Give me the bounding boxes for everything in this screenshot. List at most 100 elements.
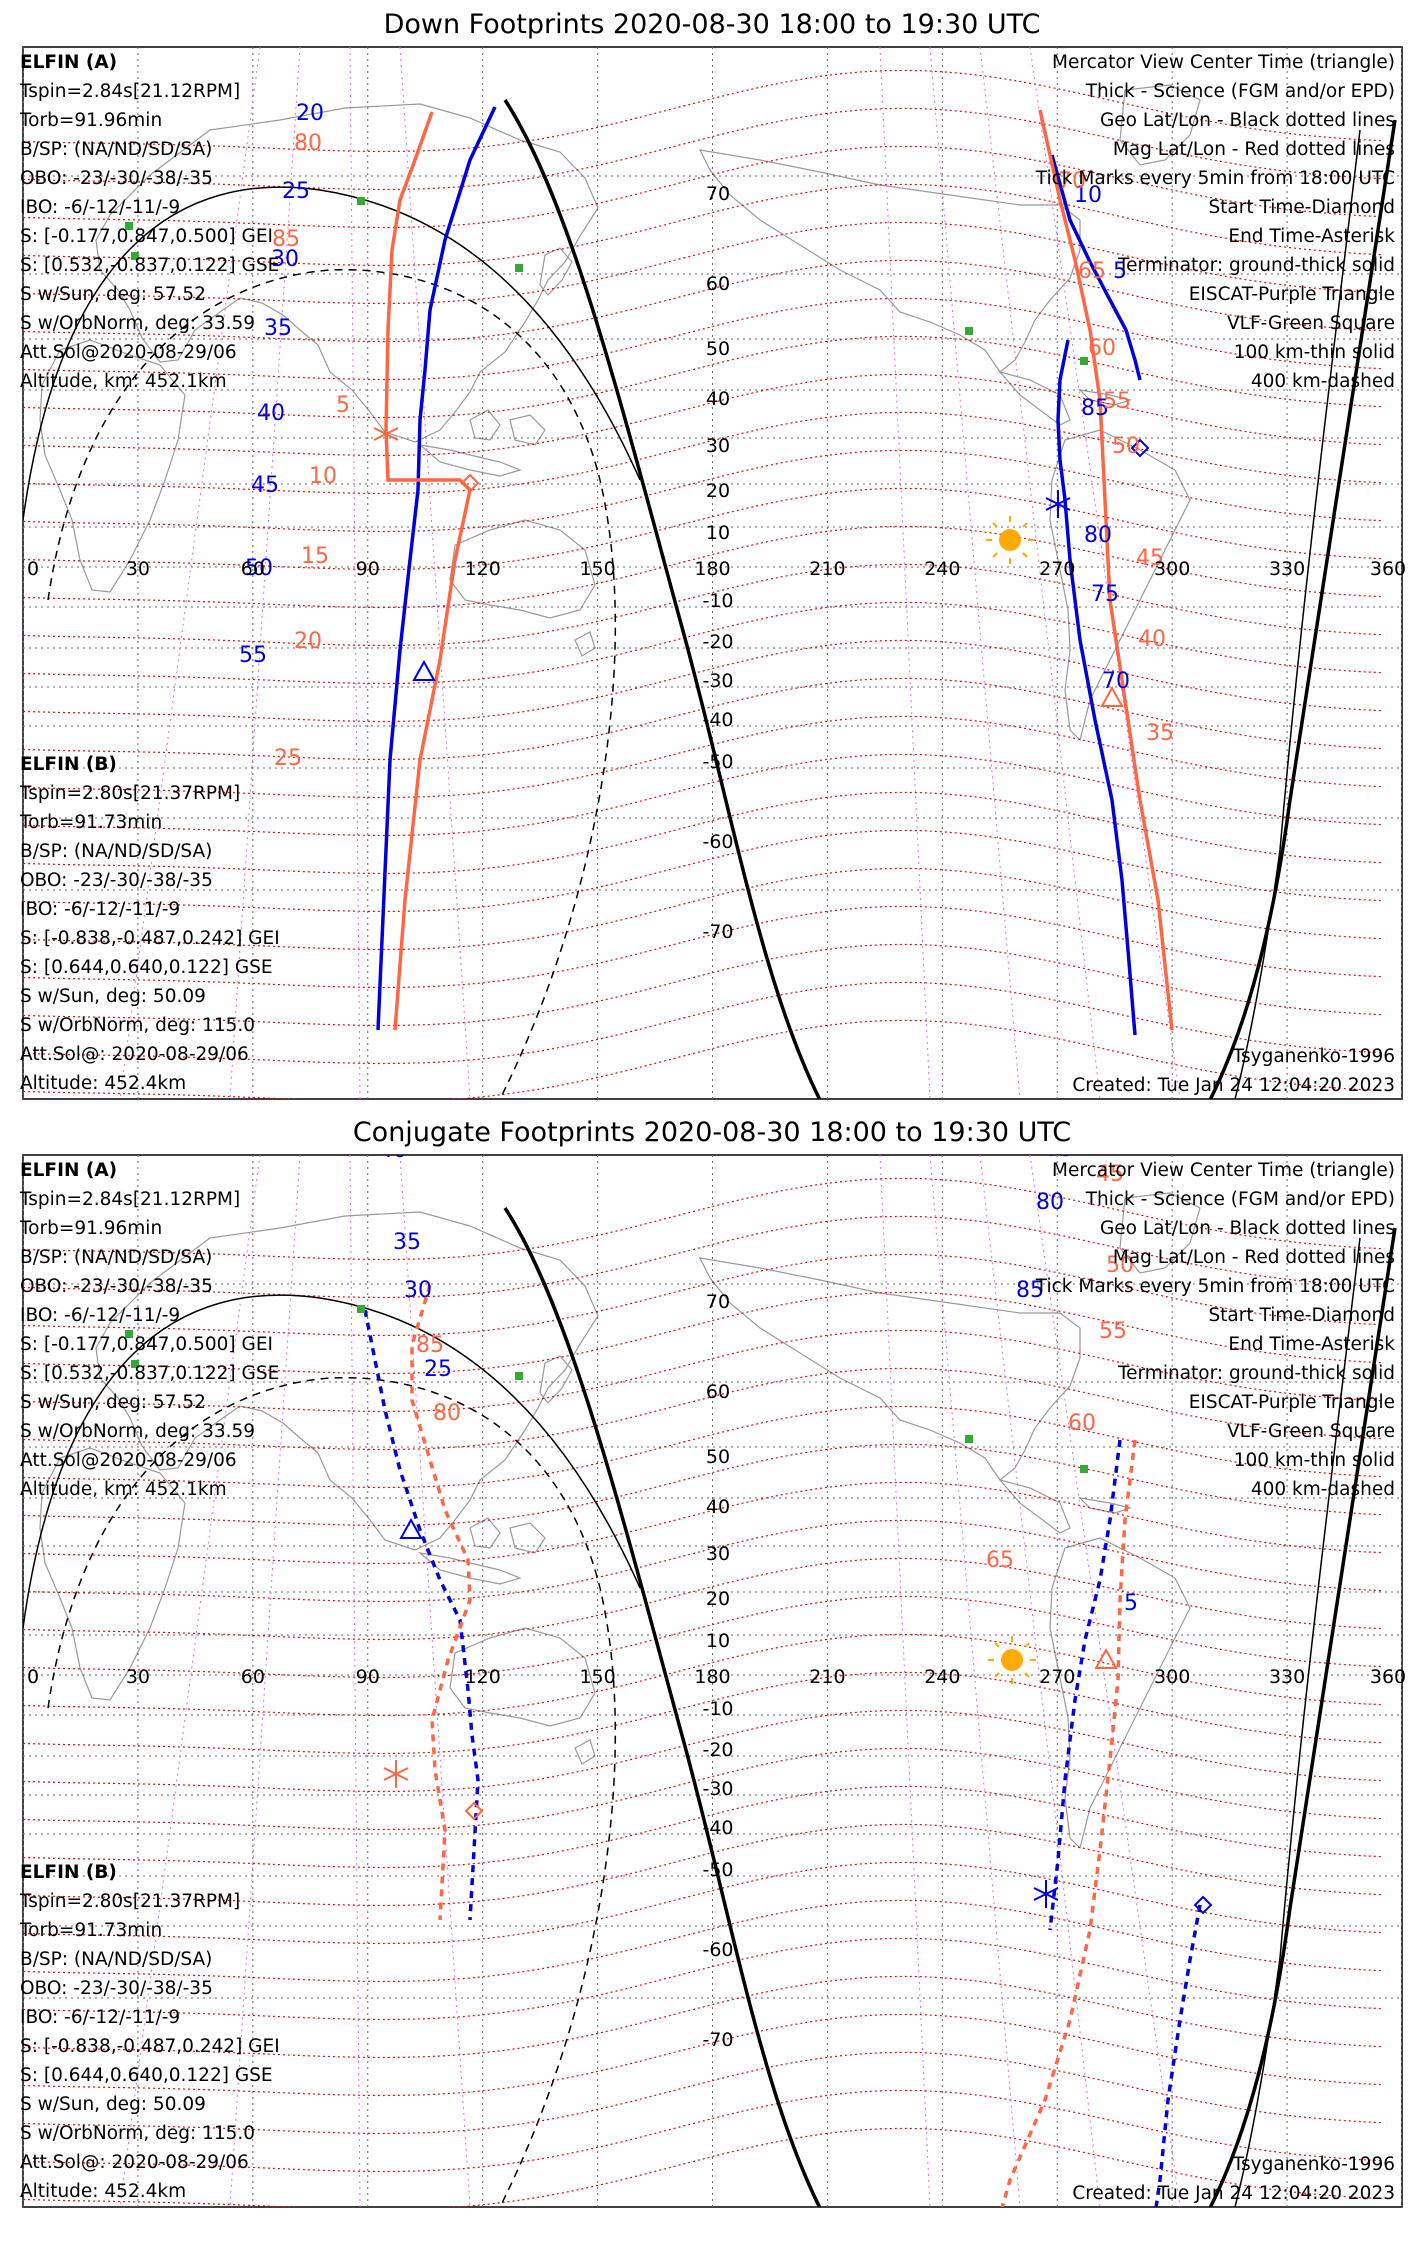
elfin-b-param: S w/Sun, deg: 50.09	[20, 986, 206, 1007]
legend: Mercator View Center Time (triangle) Thic…	[1035, 1160, 1396, 1500]
mag-lat-line	[23, 1253, 1384, 1337]
mag-lat-line	[23, 297, 1384, 381]
track-minute-label: 15	[301, 544, 329, 569]
lon-tick-label: 120	[465, 1666, 501, 1688]
elfin-b-param: Att.Sol@: 2020-08-29/06	[20, 1044, 249, 1065]
legend-item: Start Time-Diamond	[1208, 197, 1395, 218]
track-minute-label: 45	[251, 473, 279, 498]
track-minute-label: 70	[1102, 669, 1130, 694]
mag-lat-line	[23, 1671, 1384, 1755]
elfin-b-name: ELFIN (B)	[20, 1862, 117, 1883]
elfin-b-param: S w/Sun, deg: 50.09	[20, 2094, 206, 2115]
track-minute-label: 65	[1078, 259, 1106, 284]
end-asterisk-b	[373, 420, 399, 448]
mag-lat-line	[23, 1329, 1384, 1413]
track-time-labels: 5045403530251510585807075808553540455055…	[332, 988, 1138, 1616]
track-minute-label: 50	[245, 556, 273, 581]
legend-item: Start Time-Diamond	[1208, 1305, 1395, 1326]
legend-item: EISCAT-Purple Triangle	[1189, 284, 1395, 305]
track-minute-label: 70	[1058, 169, 1086, 194]
created-time: Created: Tue Jan 24 12:04:20 2023	[1072, 1075, 1395, 1096]
end-asterisk-a	[1045, 490, 1071, 518]
track-minute-label: 50	[1112, 434, 1140, 459]
elfin-b-param: Tspin=2.80s[21.37RPM]	[19, 1891, 240, 1912]
lat-tick-label: -30	[702, 1778, 733, 1800]
lon-tick-label: 150	[579, 1666, 615, 1688]
track-minute-label: 60	[1068, 1411, 1096, 1436]
vlf-squares	[125, 197, 1088, 365]
lon-tick-label: 300	[1154, 558, 1190, 580]
lat-tick-label: 10	[706, 1630, 730, 1652]
mag-lat-line	[23, 639, 1384, 723]
mag-lat-line	[23, 259, 1384, 343]
track-minute-label: 10	[446, 1064, 474, 1089]
coastlines	[39, 1192, 1201, 1850]
track-minute-label: 5	[1113, 259, 1127, 284]
elfin-b-param: S w/OrbNorm, deg: 115.0	[20, 1015, 255, 1036]
mag-lat-line	[23, 69, 1384, 153]
elfin-a-vertical	[1056, 339, 1070, 501]
lat-tick-label: 40	[706, 1496, 730, 1518]
elfin-a-param: Tspin=2.84s[21.12RPM]	[19, 81, 240, 102]
mag-lat-line	[23, 601, 1384, 685]
mag-lat-line	[23, 829, 1384, 913]
elfin-a-param: IBO: -6/-12/-11/-9	[20, 1305, 180, 1326]
track-minute-label: 10	[309, 464, 337, 489]
elfin-a-track-east	[1050, 154, 1142, 381]
mag-lat-line	[23, 525, 1384, 609]
created-time: Created: Tue Jan 24 12:04:20 2023	[1072, 2183, 1395, 2204]
lon-tick-label: 210	[809, 558, 845, 580]
lon-tick-label: 360	[1370, 558, 1406, 580]
lat-tick-label: -40	[702, 709, 733, 731]
legend-item: Terminator: ground-thick solid	[1117, 255, 1395, 276]
mag-lon-line	[979, 47, 1101, 1099]
track-minute-label: 35	[393, 1230, 421, 1255]
lon-tick-label: 300	[1154, 1666, 1190, 1688]
track-minute-label: 50	[332, 988, 360, 1013]
track-minute-label: 80	[1036, 1190, 1064, 1215]
elfin-a-track-west	[376, 106, 497, 1031]
model-name: Tsyganenko-1996	[1232, 2154, 1395, 2175]
mag-lat-line	[23, 1019, 1384, 1099]
elfin-b-param: Tspin=2.80s[21.37RPM]	[19, 783, 240, 804]
legend-item: Mag Lat/Lon - Red dotted lines	[1113, 1247, 1395, 1268]
elfin-a-name: ELFIN (A)	[20, 1160, 117, 1181]
panel-conjugate-footprints: Conjugate Footprints 2020-08-30 18:00 to…	[19, 988, 1406, 2208]
mag-lon-line	[879, 47, 931, 1099]
lat-tick-label: -60	[702, 1939, 733, 1961]
sun-icon	[988, 1636, 1036, 1684]
mag-lat-line	[23, 1291, 1384, 1375]
elfin-a-param: B/SP: (NA/ND/SD/SA)	[20, 1247, 212, 1268]
terminator	[23, 1207, 1397, 2207]
center-triangle-b	[1100, 685, 1124, 707]
mag-lon-line	[229, 1155, 301, 2207]
track-minute-label: 5	[1124, 1591, 1138, 1616]
elfin-b-param: S: [-0.838,-0.487,0.242] GEI	[20, 928, 280, 949]
elfin-b-param: IBO: -6/-12/-11/-9	[20, 2007, 180, 2028]
track-minute-label: 85	[272, 227, 300, 252]
elfin-b-param: Att.Sol@: 2020-08-29/06	[20, 2152, 249, 2173]
lat-tick-label: 40	[706, 388, 730, 410]
mag-lat-line	[23, 411, 1384, 495]
lon-tick-label: 60	[241, 558, 265, 580]
lat-tick-label: 50	[706, 338, 730, 360]
elfin-a-param: Tspin=2.84s[21.12RPM]	[19, 1189, 240, 1210]
legend-item: Thick - Science (FGM and/or EPD)	[1085, 81, 1395, 102]
track-minute-label: 80	[433, 1401, 461, 1426]
elfin-a-track-east-2	[1154, 1904, 1202, 2207]
lon-tick-label: 180	[694, 558, 730, 580]
mag-lon-line	[229, 47, 301, 1099]
elfin-b-param: OBO: -23/-30/-38/-35	[20, 1978, 213, 1999]
track-minute-label: 45	[350, 1064, 378, 1089]
track-minute-label: 75	[1091, 582, 1119, 607]
track-minute-label: 40	[1138, 627, 1166, 652]
track-minute-label: 75	[1046, 1137, 1074, 1162]
legend-item: Tick Marks every 5min from 18:00 UTC	[1035, 168, 1395, 189]
mag-lat-line	[23, 1633, 1384, 1717]
legend-item: Geo Lat/Lon - Black dotted lines	[1100, 110, 1395, 131]
mag-grid	[23, 1177, 1384, 2207]
start-diamond-a	[1130, 438, 1150, 458]
lon-tick-label: 330	[1269, 1666, 1305, 1688]
legend-item: Thick - Science (FGM and/or EPD)	[1085, 1189, 1395, 1210]
lon-tick-label: 30	[126, 1666, 150, 1688]
